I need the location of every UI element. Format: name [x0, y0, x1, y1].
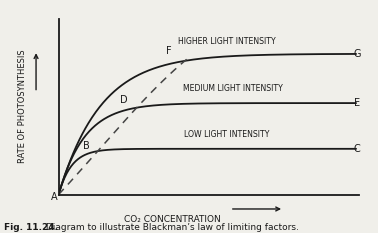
Text: MEDIUM LIGHT INTENSITY: MEDIUM LIGHT INTENSITY: [183, 84, 283, 93]
Text: F: F: [166, 46, 172, 56]
Text: E: E: [354, 98, 360, 108]
Text: Fig. 11.24.: Fig. 11.24.: [4, 223, 58, 232]
Text: RATE OF PHOTOSYNTHESIS: RATE OF PHOTOSYNTHESIS: [18, 50, 27, 163]
Text: Diagram to illustrate Blackman’s law of limiting factors.: Diagram to illustrate Blackman’s law of …: [43, 223, 299, 232]
Text: LOW LIGHT INTENSITY: LOW LIGHT INTENSITY: [184, 130, 270, 139]
Text: HIGHER LIGHT INTENSITY: HIGHER LIGHT INTENSITY: [178, 37, 276, 46]
Text: A: A: [51, 192, 58, 202]
Text: B: B: [83, 141, 90, 151]
Text: G: G: [353, 49, 361, 59]
Text: C: C: [354, 144, 360, 154]
Text: D: D: [120, 96, 128, 106]
Text: CO₂ CONCENTRATION: CO₂ CONCENTRATION: [124, 215, 221, 224]
